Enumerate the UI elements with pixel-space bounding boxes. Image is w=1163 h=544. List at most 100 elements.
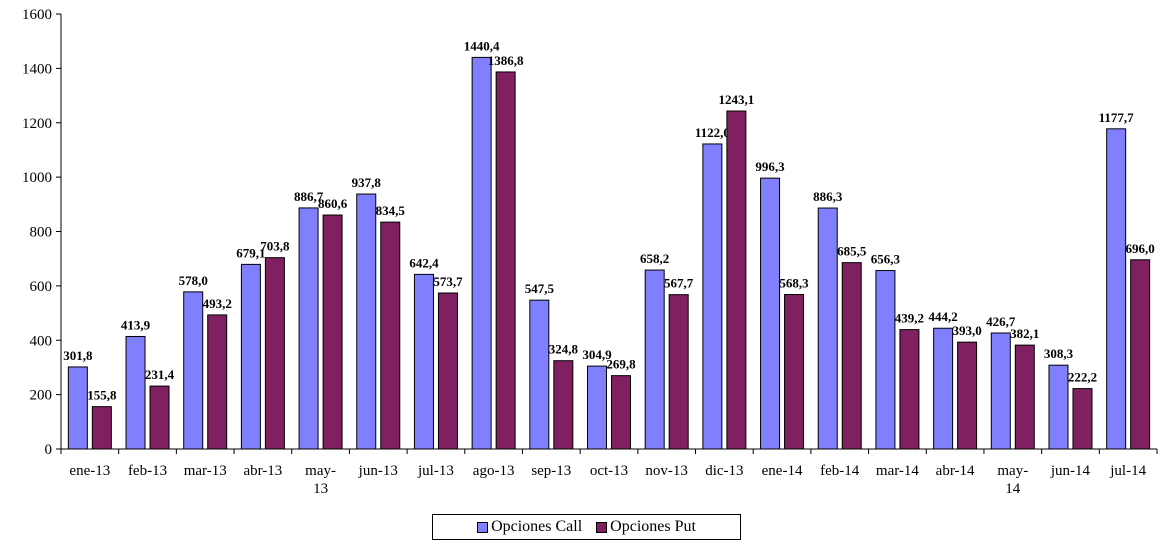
bar-put [553,360,574,450]
bar-call [240,263,261,450]
bar-call [933,327,954,450]
data-label-put: 1243,1 [718,92,754,107]
data-label-put: 269,8 [606,357,636,372]
x-tick-label: ago-13 [473,463,515,479]
x-tick-label: 13 [313,481,328,497]
data-label-put: 860,6 [318,196,348,211]
x-tick-label: feb-14 [820,463,860,479]
x-tick-label: abr-13 [243,463,282,479]
x-tick-label: jun-14 [1050,463,1091,479]
x-tick-label: sep-13 [531,463,571,479]
legend-item-call: Opciones Call [477,518,582,536]
x-tick-label: nov-13 [645,463,688,479]
bar-put [899,329,920,450]
y-tick-label: 0 [45,442,53,458]
data-label-call: 642,4 [409,255,439,270]
bar-call [1048,364,1069,450]
data-label-call: 578,0 [179,273,208,288]
x-tick-label: jul-13 [417,463,454,479]
chart-legend: Opciones Call Opciones Put [432,514,741,540]
data-label-put: 439,2 [895,311,924,326]
bar-call [356,193,377,450]
bar-call [702,143,723,450]
legend-swatch-call [477,521,489,533]
x-tick-label: may- [305,463,336,479]
bar-call [183,291,204,450]
y-tick-label: 1400 [22,61,52,77]
y-tick-label: 600 [30,279,53,295]
data-label-put: 155,8 [87,388,117,403]
data-label-call: 1177,7 [1099,110,1135,125]
bar-put [726,110,747,450]
bar-call [1106,128,1127,450]
x-tick-label: mar-13 [184,463,227,479]
data-label-put: 382,1 [1010,326,1039,341]
x-tick-label: may- [997,463,1028,479]
data-label-put: 685,5 [837,244,867,259]
y-tick-label: 1600 [22,7,52,23]
x-tick-label: ene-13 [69,463,110,479]
x-tick-label: jul-14 [1109,463,1146,479]
data-label-call: 656,3 [871,252,901,267]
x-tick-label: dic-13 [705,463,743,479]
data-label-put: 696,0 [1126,241,1155,256]
x-tick-label: oct-13 [590,463,628,479]
bar-call [413,273,434,450]
x-tick-label: abr-14 [936,463,975,479]
bar-call [125,335,146,450]
data-label-put: 1386,8 [488,53,524,68]
data-label-call: 996,3 [755,159,785,174]
data-label-put: 493,2 [203,296,232,311]
data-label-call: 301,8 [63,348,93,363]
bar-put [1130,259,1151,450]
bar-call [990,332,1011,450]
data-label-call: 1122,0 [695,125,730,140]
data-label-call: 886,3 [813,189,843,204]
bar-put [668,294,689,450]
data-label-put: 324,8 [549,342,579,357]
bar-put [957,341,978,450]
x-tick-label: 14 [1005,481,1021,497]
legend-label-put: Opciones Put [610,518,696,535]
bar-put [841,262,862,450]
bar-call [760,177,781,450]
bar-call [67,366,88,450]
data-label-call: 937,8 [352,175,382,190]
data-label-put: 231,4 [145,367,175,382]
bar-put [207,314,228,450]
legend-swatch-put [596,521,608,533]
data-label-put: 567,7 [664,276,694,291]
bar-call [817,207,838,450]
bar-put [149,385,170,450]
legend-item-put: Opciones Put [596,518,696,536]
y-tick-label: 1200 [22,116,52,132]
bar-put [784,293,805,450]
data-label-call: 679,1 [236,245,265,260]
x-tick-label: feb-13 [128,463,167,479]
bar-put [495,71,516,450]
bar-call [298,207,319,450]
data-label-call: 444,2 [928,309,957,324]
bar-put [380,221,401,450]
data-label-put: 834,5 [376,203,406,218]
data-label-call: 304,9 [582,347,612,362]
bar-put [611,375,631,450]
y-tick-label: 200 [30,388,53,404]
data-label-call: 413,9 [121,317,151,332]
bar-chart: 0 200 400 600 800 1000 1200 1400 1600 301,8 155,8 e… [22,7,1158,497]
bar-call [875,270,896,450]
data-label-call: 886,7 [294,189,324,204]
x-tick-label: mar-14 [876,463,920,479]
bar-put [1072,388,1093,450]
bar-call [587,365,607,450]
data-label-put: 568,3 [779,275,809,290]
data-label-put: 222,2 [1068,370,1097,385]
y-tick-label: 1000 [22,170,52,186]
bar-call [471,56,492,450]
data-label-put: 393,0 [952,323,981,338]
data-label-call: 308,3 [1044,346,1074,361]
data-label-call: 1440,4 [464,38,500,53]
bar-put [322,214,343,450]
data-label-put: 703,8 [260,239,290,254]
bar-call [644,269,665,450]
